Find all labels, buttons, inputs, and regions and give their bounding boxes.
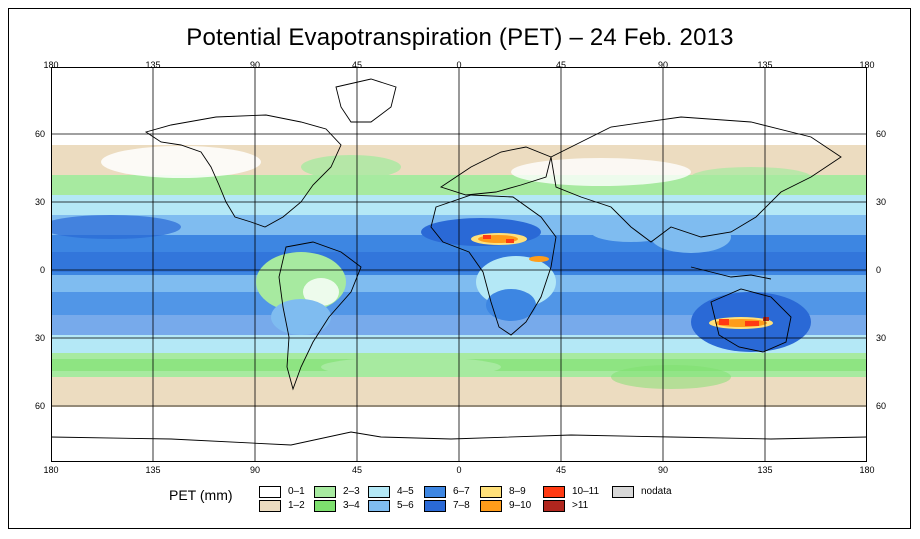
antarctica-coast: [51, 431, 867, 446]
legend-swatch: [314, 500, 336, 512]
lon-label-top: 0: [456, 60, 462, 70]
lon-label-top: 45: [555, 60, 567, 70]
legend-swatch: [480, 486, 502, 498]
lat-label-right: 30: [876, 197, 887, 207]
legend-label: 10–11: [572, 486, 600, 497]
legend-swatch: [368, 486, 390, 498]
legend-label: 4–5: [397, 486, 414, 497]
lat-label-left: 0: [39, 265, 45, 275]
lon-label-bottom: 135: [145, 465, 161, 475]
lon-label-top: 180: [43, 60, 59, 70]
legend-swatch: [424, 500, 446, 512]
coastlines: [51, 78, 867, 446]
lon-label-bottom: 90: [249, 465, 261, 475]
lat-label-left: 30: [34, 197, 45, 207]
greenland-coast: [335, 78, 397, 123]
legend-label: 0–1: [288, 486, 305, 497]
legend-swatch: [543, 500, 565, 512]
lon-label-bottom: 180: [859, 465, 875, 475]
lat-label-left: 60: [34, 401, 45, 411]
north-america-coast: [144, 114, 342, 228]
lon-label-top: 135: [757, 60, 773, 70]
lat-label-left: 30: [34, 333, 45, 343]
lon-label-bottom: 180: [43, 465, 59, 475]
lon-label-bottom: 0: [456, 465, 462, 475]
legend-swatch: [314, 486, 336, 498]
lon-label-bottom: 135: [757, 465, 773, 475]
lon-label-bottom: 45: [555, 465, 567, 475]
legend-label: 2–3: [343, 486, 360, 497]
lon-label-bottom: 90: [657, 465, 669, 475]
lon-label-top: 135: [145, 60, 161, 70]
graticule: [51, 67, 867, 462]
legend-swatch: [480, 500, 502, 512]
europe-coast: [439, 146, 552, 196]
lon-label-top: 90: [249, 60, 261, 70]
legend-swatch: [612, 486, 634, 498]
pet-world-map: [51, 67, 867, 462]
lat-label-right: 0: [876, 265, 882, 275]
legend-label: 7–8: [453, 500, 470, 511]
legend-label: 1–2: [288, 500, 305, 511]
legend-label: 8–9: [509, 486, 526, 497]
map-title: Potential Evapotranspiration (PET) – 24 …: [186, 24, 734, 51]
australia-coast: [710, 288, 792, 353]
lat-label-right: 30: [876, 333, 887, 343]
legend-label: 9–10: [509, 500, 532, 511]
legend-label: 6–7: [453, 486, 470, 497]
legend-swatch: [543, 486, 565, 498]
figure-frame: [8, 8, 911, 529]
legend-label: nodata: [641, 486, 672, 497]
lat-label-left: 60: [34, 129, 45, 139]
legend-swatch: [259, 500, 281, 512]
lon-label-top: 90: [657, 60, 669, 70]
africa-coast: [430, 194, 557, 336]
lon-label-top: 180: [859, 60, 875, 70]
legend-label: >11: [572, 500, 589, 511]
asia-coast: [550, 116, 842, 243]
lon-label-top: 45: [351, 60, 363, 70]
legend-swatch: [424, 486, 446, 498]
pet-hotspots: [471, 233, 773, 329]
legend-label: 3–4: [343, 500, 360, 511]
lat-label-right: 60: [876, 129, 887, 139]
legend-swatch: [368, 500, 390, 512]
south-america-coast: [278, 241, 362, 391]
legend-label: 5–6: [397, 500, 414, 511]
legend-title: PET (mm): [169, 487, 233, 503]
lon-label-bottom: 45: [351, 465, 363, 475]
legend-swatch: [259, 486, 281, 498]
lat-label-right: 60: [876, 401, 887, 411]
